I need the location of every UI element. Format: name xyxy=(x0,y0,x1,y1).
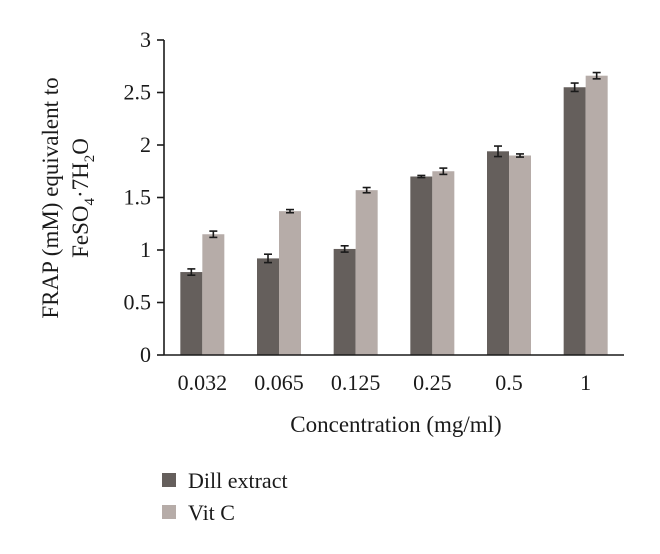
y-tick-label: 3 xyxy=(140,27,151,52)
bar xyxy=(563,87,586,355)
y-tick-label: 1.5 xyxy=(124,185,152,210)
bar xyxy=(202,234,225,355)
bar xyxy=(257,258,279,355)
y-axis-title-part-c: O xyxy=(68,138,93,155)
y-tick-label: 0.5 xyxy=(124,290,152,315)
bar xyxy=(432,171,455,355)
x-tick-label: 0.125 xyxy=(331,370,381,395)
y-tick-label: 0 xyxy=(140,342,151,367)
error-bars-layer xyxy=(187,71,601,277)
bars-layer xyxy=(180,75,608,355)
bar xyxy=(180,272,203,355)
y-axis-title-line2: FeSO4·7H2O xyxy=(68,138,98,258)
y-axis-title-sub1: 4 xyxy=(82,198,98,206)
bar xyxy=(585,75,608,355)
x-ticks-layer: 0.032 0.065 0.125 0.25 0.5 1 xyxy=(178,370,592,395)
bar xyxy=(410,176,433,355)
bar xyxy=(355,190,378,355)
bar xyxy=(279,211,301,355)
y-axis-title: FRAP (mM) equivalent to FeSO4·7H2O xyxy=(38,77,98,318)
x-axis-title: Concentration (mg/ml) xyxy=(290,412,501,437)
y-tick-label: 2.5 xyxy=(124,80,152,105)
legend-label: Dill extract xyxy=(188,468,288,493)
y-axis-title-line1: FRAP (mM) equivalent to xyxy=(38,77,63,318)
x-tick-label: 0.065 xyxy=(254,370,304,395)
y-tick-label: 2 xyxy=(140,132,151,157)
legend-swatch xyxy=(162,505,176,519)
y-ticks-layer: 0 0.5 1 1.5 2 2.5 3 xyxy=(124,27,164,367)
x-tick-label: 1 xyxy=(580,370,591,395)
legend-swatch xyxy=(162,473,176,487)
bar xyxy=(487,151,509,355)
legend-label: Vit C xyxy=(188,500,235,525)
legend: Dill extract Vit C xyxy=(162,468,288,525)
x-tick-label: 0.25 xyxy=(413,370,452,395)
x-tick-label: 0.032 xyxy=(178,370,228,395)
y-axis-title-sub2: 2 xyxy=(82,155,98,163)
bar xyxy=(509,155,531,355)
bar xyxy=(333,248,356,355)
x-tick-label: 0.5 xyxy=(495,370,523,395)
axes-layer xyxy=(163,40,624,356)
y-axis-title-part-a: FeSO xyxy=(68,206,93,258)
y-tick-label: 1 xyxy=(140,237,151,262)
y-axis-title-part-b: ·7H xyxy=(68,162,93,198)
